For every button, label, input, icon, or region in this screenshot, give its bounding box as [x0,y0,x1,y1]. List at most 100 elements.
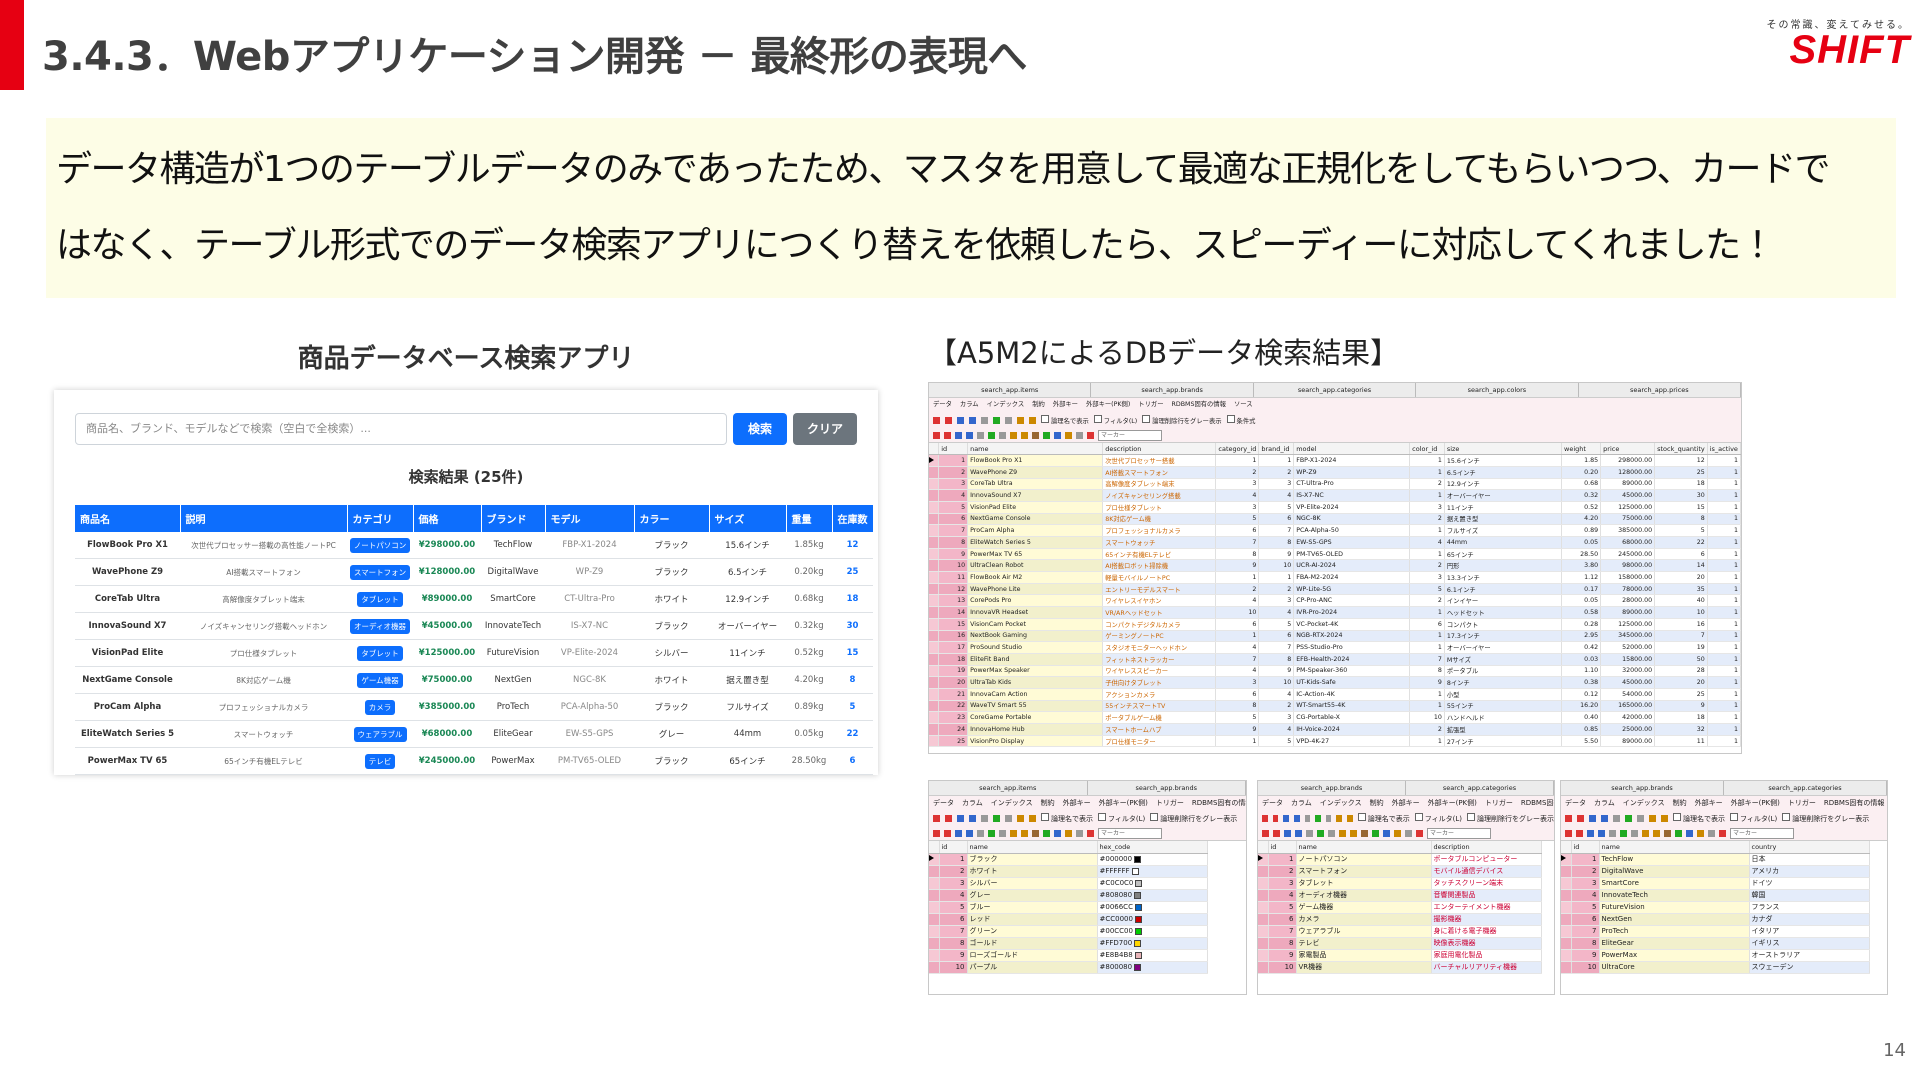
filter-icon[interactable] [966,829,973,837]
menu-item[interactable]: データ [933,401,952,408]
filter-icon[interactable] [1372,829,1379,837]
tool-icon[interactable] [1577,814,1584,822]
filter-icon[interactable] [1620,829,1627,837]
filter-icon[interactable] [933,829,940,837]
filter-icon[interactable] [1262,829,1269,837]
filter-input[interactable]: マーカー [1098,827,1162,839]
menu-item[interactable]: カラム [959,401,979,408]
tool-icon[interactable] [957,814,964,822]
option[interactable]: フィルタ(L) [1730,812,1777,824]
filter-icon[interactable] [1350,829,1357,837]
filter-icon[interactable] [1394,829,1401,837]
filter-icon[interactable] [1087,431,1094,439]
tool-icon[interactable] [1649,814,1656,822]
filter-icon[interactable] [988,431,995,439]
tool-icon[interactable] [993,416,1000,424]
filter-icon[interactable] [1719,829,1726,837]
menu-item[interactable]: カラム [1594,799,1615,807]
option[interactable]: 論理削除行をグレー表示 [1150,812,1237,824]
filter-icon[interactable] [1675,829,1682,837]
filter-icon[interactable] [1361,829,1368,837]
tool-icon[interactable] [1262,814,1268,822]
search-button[interactable]: 検索 [733,413,787,445]
option[interactable]: 論理削除行をグレー表示 [1467,812,1554,824]
filter-icon[interactable] [999,829,1006,837]
tool-icon[interactable] [1347,814,1353,822]
filter-icon[interactable] [1686,829,1693,837]
filter-icon[interactable] [1405,829,1412,837]
filter-icon[interactable] [1284,829,1291,837]
filter-icon[interactable] [1306,829,1313,837]
tool-icon[interactable] [1029,416,1036,424]
tool-icon[interactable] [1017,416,1024,424]
menu-item[interactable]: インデックス [1622,799,1665,807]
menu-item[interactable]: インデックス [990,799,1033,807]
option[interactable]: フィルタ(L) [1098,812,1145,824]
menu-item[interactable]: トリガー [1484,799,1513,807]
filter-icon[interactable] [1295,829,1302,837]
filter-icon[interactable] [999,431,1006,439]
tool-icon[interactable] [957,416,964,424]
menu-item[interactable]: トリガー [1787,799,1816,807]
menu-item[interactable]: 外部キー(PK側) [1098,799,1148,807]
filter-icon[interactable] [1032,829,1039,837]
tab[interactable]: search_app.brands [1561,781,1724,795]
menu-item[interactable]: RDBMS固有の情報 [1520,799,1554,807]
tool-icon[interactable] [933,416,940,424]
filter-icon[interactable] [1598,829,1605,837]
menu-item[interactable]: インデックス [1319,799,1362,807]
filter-input[interactable]: マーカー [1098,429,1162,441]
filter-icon[interactable] [1339,829,1346,837]
tool-icon[interactable] [1613,814,1620,822]
tab[interactable]: search_app.categories [1724,781,1887,795]
menu-item[interactable]: トリガー [1138,401,1164,408]
tool-icon[interactable] [1005,416,1012,424]
option[interactable]: 論理削除行をグレー表示 [1142,415,1222,425]
filter-icon[interactable] [1010,431,1017,439]
menu-item[interactable]: 制約 [1032,401,1045,408]
filter-icon[interactable] [955,431,962,439]
tool-icon[interactable] [1293,814,1300,822]
option[interactable]: 論理名で表示 [1041,812,1093,824]
tool-icon[interactable] [981,814,988,822]
tool-icon[interactable] [981,416,988,424]
menu-item[interactable]: RDBMS固有の情報 [1823,799,1885,807]
filter-icon[interactable] [1087,829,1094,837]
tab[interactable]: search_app.brands [1088,781,1246,795]
filter-icon[interactable] [1609,829,1616,837]
filter-icon[interactable] [1708,829,1715,837]
tool-icon[interactable] [1315,814,1321,822]
tool-icon[interactable] [933,814,940,822]
option[interactable]: 条件式 [1226,415,1255,425]
tool-icon[interactable] [1017,814,1024,822]
filter-icon[interactable] [1416,829,1423,837]
menu-item[interactable]: トリガー [1155,799,1184,807]
filter-icon[interactable] [1587,829,1594,837]
filter-input[interactable]: マーカー [1427,827,1491,839]
menu-item[interactable]: 外部キー [1052,401,1078,408]
option[interactable]: フィルタ(L) [1093,415,1137,425]
filter-icon[interactable] [1383,829,1390,837]
filter-icon[interactable] [1010,829,1017,837]
filter-icon[interactable] [1317,829,1324,837]
filter-icon[interactable] [933,431,940,439]
filter-icon[interactable] [1076,829,1083,837]
filter-icon[interactable] [1043,431,1050,439]
tab[interactable]: search_app.categories [1406,781,1554,795]
tool-icon[interactable] [969,814,976,822]
filter-icon[interactable] [988,829,995,837]
tool-icon[interactable] [1325,814,1332,822]
tab[interactable]: search_app.items [929,383,1092,397]
menu-item[interactable]: データ [1565,799,1586,807]
menu-item[interactable]: 外部キー(PK側) [1427,799,1477,807]
filter-icon[interactable] [1697,829,1704,837]
filter-icon[interactable] [966,431,973,439]
tool-icon[interactable] [1661,814,1668,822]
clear-button[interactable]: クリア [793,413,857,445]
tool-icon[interactable] [1272,814,1279,822]
tool-icon[interactable] [945,814,952,822]
search-input[interactable]: 商品名、ブランド、モデルなどで検索（空白で全検索）... [75,413,727,445]
filter-icon[interactable] [1021,829,1028,837]
tool-icon[interactable] [1625,814,1632,822]
tool-icon[interactable] [1589,814,1596,822]
